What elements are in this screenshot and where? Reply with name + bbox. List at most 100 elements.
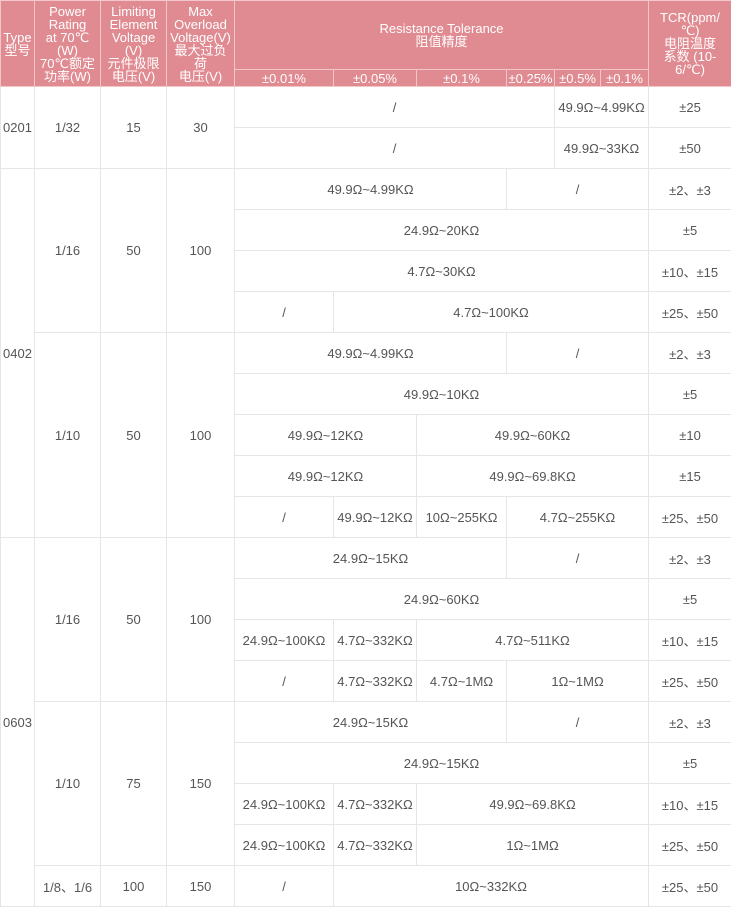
tcr-cell: ±5 (649, 374, 731, 415)
limiting-cell: 15 (101, 87, 167, 169)
range-cell: 24.9Ω~100KΩ (235, 784, 334, 825)
tcr-cell: ±25、±50 (649, 825, 731, 866)
range-cell: 4.7Ω~332KΩ (334, 661, 417, 702)
range-cell: 4.7Ω~255KΩ (507, 497, 649, 538)
range-cell: 24.9Ω~60KΩ (235, 579, 649, 620)
power-cell: 1/16 (35, 169, 101, 333)
type-cell: 0402 (1, 169, 35, 538)
range-cell: 10Ω~255KΩ (417, 497, 507, 538)
tcr-cell: ±10、±15 (649, 620, 731, 661)
range-cell: 49.9Ω~4.99KΩ (555, 87, 649, 128)
range-cell: 4.7Ω~332KΩ (334, 620, 417, 661)
type-cell: 0201 (1, 87, 35, 169)
range-cell: 49.9Ω~69.8KΩ (417, 784, 649, 825)
overload-cell: 100 (167, 333, 235, 538)
tcr-cell: ±10、±15 (649, 784, 731, 825)
tcr-cell: ±5 (649, 210, 731, 251)
header-limiting-voltage: Limiting Element Voltage (V) 元件极限 电压(V) (101, 1, 167, 87)
range-cell: 4.7Ω~100KΩ (334, 292, 649, 333)
range-cell: 49.9Ω~12KΩ (334, 497, 417, 538)
range-cell: / (235, 292, 334, 333)
range-cell: 4.7Ω~1MΩ (417, 661, 507, 702)
table-row: 0402 1/16 50 100 49.9Ω~4.99KΩ / ±2、±3 (1, 169, 731, 210)
table-row: 1/8、1/6 100 150 / 10Ω~332KΩ ±25、±50 (1, 866, 731, 907)
tcr-cell: ±10 (649, 415, 731, 456)
range-cell: / (235, 87, 555, 128)
range-cell: / (235, 866, 334, 907)
tcr-cell: ±25 (649, 87, 731, 128)
tcr-cell: ±25、±50 (649, 292, 731, 333)
range-cell: 24.9Ω~15KΩ (235, 743, 649, 784)
power-cell: 1/16 (35, 538, 101, 702)
range-cell: / (507, 702, 649, 743)
limiting-cell: 50 (101, 169, 167, 333)
tcr-cell: ±50 (649, 128, 731, 169)
tcr-cell: ±2、±3 (649, 333, 731, 374)
limiting-cell: 75 (101, 702, 167, 866)
header-max-overload-voltage: Max Overload Voltage(V) 最大过负 荷 电压(V) (167, 1, 235, 87)
range-cell: 1Ω~1MΩ (417, 825, 649, 866)
range-cell: 49.9Ω~10KΩ (235, 374, 649, 415)
tolerance-col-0-1: ±0.1% (417, 70, 507, 87)
header-type: Type 型号 (1, 1, 35, 87)
overload-cell: 150 (167, 866, 235, 907)
table-row: 1/10 50 100 49.9Ω~4.99KΩ / ±2、±3 (1, 333, 731, 374)
tcr-cell: ±5 (649, 743, 731, 784)
range-cell: 49.9Ω~33KΩ (555, 128, 649, 169)
range-cell: 49.9Ω~4.99KΩ (235, 333, 507, 374)
range-cell: 24.9Ω~20KΩ (235, 210, 649, 251)
tcr-cell: ±5 (649, 579, 731, 620)
tcr-cell: ±2、±3 (649, 169, 731, 210)
range-cell: 24.9Ω~100KΩ (235, 825, 334, 866)
table-row: 1/10 75 150 24.9Ω~15KΩ / ±2、±3 (1, 702, 731, 743)
range-cell: 24.9Ω~15KΩ (235, 538, 507, 579)
limiting-cell: 50 (101, 333, 167, 538)
range-cell: / (235, 497, 334, 538)
range-cell: 49.9Ω~69.8KΩ (417, 456, 649, 497)
tcr-cell: ±2、±3 (649, 538, 731, 579)
header-power-rating: Power Rating at 70℃ (W) 70℃额定 功率(W) (35, 1, 101, 87)
power-cell: 1/8、1/6 (35, 866, 101, 907)
tcr-cell: ±25、±50 (649, 661, 731, 702)
range-cell: 4.7Ω~30KΩ (235, 251, 649, 292)
header-resistance-tolerance: Resistance Tolerance 阻值精度 (235, 1, 649, 70)
range-cell: 49.9Ω~60KΩ (417, 415, 649, 456)
range-cell: / (507, 333, 649, 374)
overload-cell: 150 (167, 702, 235, 866)
tolerance-col-0-25: ±0.25% (507, 70, 555, 87)
table-row: 0603 1/16 50 100 24.9Ω~15KΩ / ±2、±3 (1, 538, 731, 579)
type-cell: 0603 (1, 538, 35, 907)
range-cell: 24.9Ω~100KΩ (235, 620, 334, 661)
power-cell: 1/10 (35, 702, 101, 866)
tcr-cell: ±10、±15 (649, 251, 731, 292)
power-cell: 1/32 (35, 87, 101, 169)
tcr-cell: ±25、±50 (649, 497, 731, 538)
range-cell: 10Ω~332KΩ (334, 866, 649, 907)
range-cell: / (507, 538, 649, 579)
power-cell: 1/10 (35, 333, 101, 538)
range-cell: 4.7Ω~332KΩ (334, 825, 417, 866)
limiting-cell: 100 (101, 866, 167, 907)
range-cell: 4.7Ω~332KΩ (334, 784, 417, 825)
overload-cell: 100 (167, 538, 235, 702)
tcr-cell: ±2、±3 (649, 702, 731, 743)
range-cell: 49.9Ω~12KΩ (235, 415, 417, 456)
tolerance-col-0-01: ±0.01% (235, 70, 334, 87)
limiting-cell: 50 (101, 538, 167, 702)
tolerance-col-0-5: ±0.5% (555, 70, 601, 87)
range-cell: 4.7Ω~511KΩ (417, 620, 649, 661)
tcr-cell: ±15 (649, 456, 731, 497)
range-cell: 1Ω~1MΩ (507, 661, 649, 702)
range-cell: / (235, 128, 555, 169)
overload-cell: 100 (167, 169, 235, 333)
tolerance-col-0-05: ±0.05% (334, 70, 417, 87)
range-cell: / (235, 661, 334, 702)
range-cell: 49.9Ω~4.99KΩ (235, 169, 507, 210)
tolerance-col-0-1-b: ±0.1% (601, 70, 649, 87)
range-cell: / (507, 169, 649, 210)
table-row: 0201 1/32 15 30 / 49.9Ω~4.99KΩ ±25 (1, 87, 731, 128)
header-tcr: TCR(ppm/ ℃) 电阻温度 系数 (10- 6/℃) (649, 1, 731, 87)
range-cell: 49.9Ω~12KΩ (235, 456, 417, 497)
range-cell: 24.9Ω~15KΩ (235, 702, 507, 743)
